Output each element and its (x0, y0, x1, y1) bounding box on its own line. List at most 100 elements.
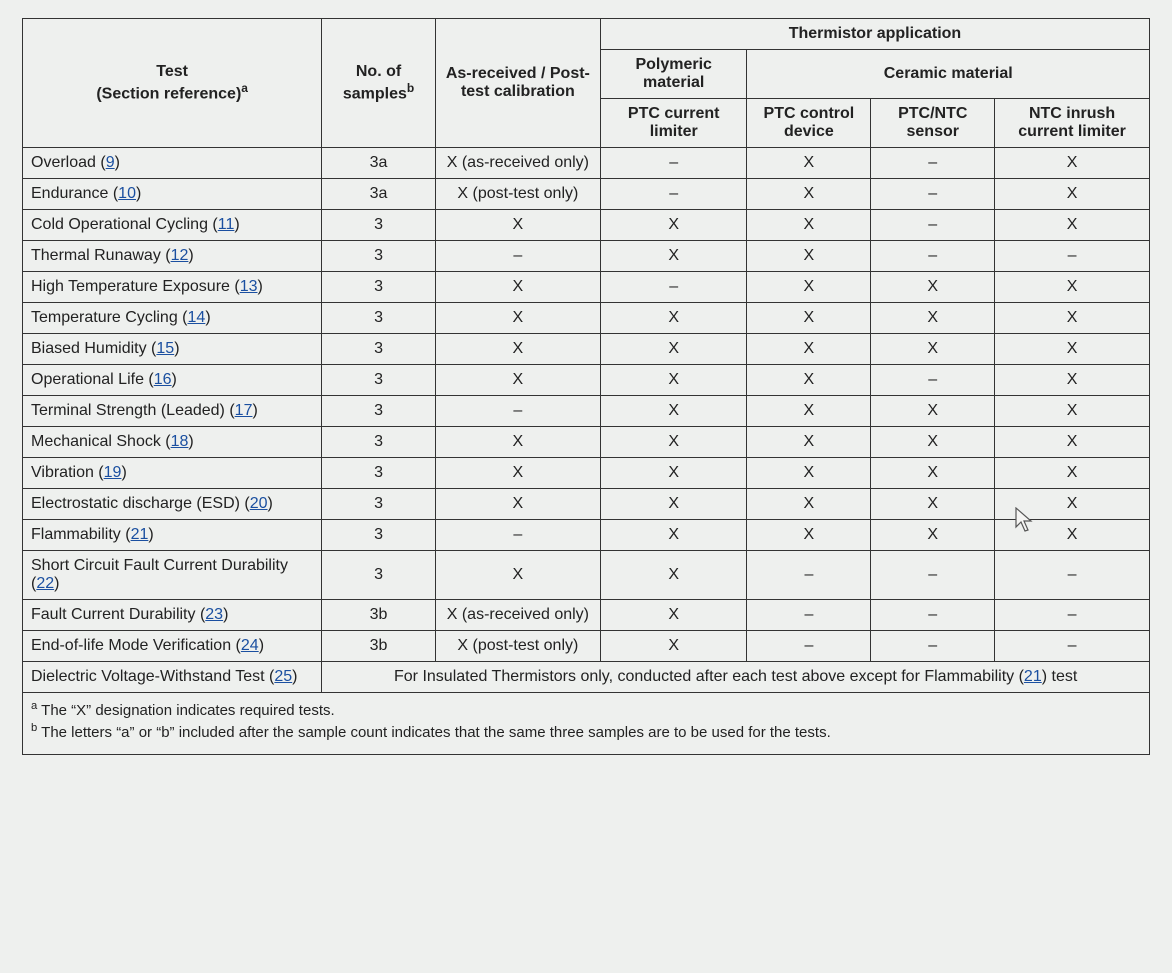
section-reference-link[interactable]: 16 (154, 371, 172, 388)
cell-samples: 3a (322, 148, 436, 179)
cell-app-col1: X (600, 210, 747, 241)
cell-calibration: X (post-test only) (435, 631, 600, 662)
cell-samples: 3 (322, 396, 436, 427)
cell-app-col1: X (600, 520, 747, 551)
cell-app-col3: X (871, 458, 995, 489)
cell-calibration: – (435, 396, 600, 427)
cell-app-col2: X (747, 210, 871, 241)
cell-calibration: X (435, 210, 600, 241)
cell-test-name: Terminal Strength (Leaded) (17) (23, 396, 322, 427)
cell-app-col3: – (871, 600, 995, 631)
section-reference-link[interactable]: 11 (218, 216, 235, 233)
section-reference-link[interactable]: 25 (274, 668, 292, 685)
thermistor-test-table: Test (Section reference)a No. of samples… (22, 18, 1150, 755)
cell-app-col1: – (600, 179, 747, 210)
header-samples-sub: samples (343, 85, 407, 102)
cell-calibration: X (435, 272, 600, 303)
cell-app-col4: – (995, 551, 1150, 600)
test-name: Vibration (31, 464, 94, 481)
test-name: Flammability (31, 526, 121, 543)
section-reference-link[interactable]: 20 (250, 495, 268, 512)
section-reference-link[interactable]: 23 (205, 606, 223, 623)
cell-app-col4: X (995, 210, 1150, 241)
cell-app-col2: X (747, 241, 871, 272)
test-name: End-of-life Mode Verification (31, 637, 231, 654)
table-row-footnotes: a The “X” designation indicates required… (23, 693, 1150, 755)
section-reference-link[interactable]: 12 (171, 247, 189, 264)
test-name: Overload (31, 154, 96, 171)
test-name: Operational Life (31, 371, 144, 388)
section-reference-link[interactable]: 17 (235, 402, 253, 419)
footnote-b: b The letters “a” or “b” included after … (31, 721, 1141, 743)
section-reference-link[interactable]: 10 (118, 185, 136, 202)
cell-test-name: Mechanical Shock (18) (23, 427, 322, 458)
cell-app-col1: X (600, 396, 747, 427)
header-test: Test (Section reference)a (23, 19, 322, 148)
cell-calibration: – (435, 241, 600, 272)
section-reference-link[interactable]: 9 (106, 154, 115, 171)
test-name: Biased Humidity (31, 340, 147, 357)
header-ptc-current-limiter: PTC current limiter (600, 99, 747, 148)
section-reference-link[interactable]: 18 (171, 433, 189, 450)
cell-app-col2: – (747, 631, 871, 662)
cell-app-col1: X (600, 551, 747, 600)
cell-app-col3: – (871, 631, 995, 662)
cell-calibration: X (435, 334, 600, 365)
table-row: Biased Humidity (15)3XXXXX (23, 334, 1150, 365)
cell-app-col2: X (747, 334, 871, 365)
header-test-sub: (Section reference) (96, 85, 241, 102)
test-name: High Temperature Exposure (31, 278, 230, 295)
header-sup-b: b (407, 81, 414, 95)
cell-calibration: X (435, 458, 600, 489)
cell-app-col2: X (747, 179, 871, 210)
section-reference-link[interactable]: 19 (104, 464, 122, 481)
cell-app-col2: X (747, 427, 871, 458)
table-row: Cold Operational Cycling (11)3XXX–X (23, 210, 1150, 241)
section-reference-link[interactable]: 21 (131, 526, 149, 543)
cell-app-col4: X (995, 489, 1150, 520)
table-row: High Temperature Exposure (13)3X–XXX (23, 272, 1150, 303)
cell-app-col3: – (871, 551, 995, 600)
cell-app-col3: X (871, 303, 995, 334)
cell-samples: 3 (322, 489, 436, 520)
cell-app-col1: X (600, 334, 747, 365)
table-row: Endurance (10)3aX (post-test only)–X–X (23, 179, 1150, 210)
table-row: Electrostatic discharge (ESD) (20)3XXXXX (23, 489, 1150, 520)
cell-dielectric-note: For Insulated Thermistors only, conducte… (322, 662, 1150, 693)
cell-app-col2: – (747, 551, 871, 600)
dielectric-text-prefix: For Insulated Thermistors only, conducte… (394, 668, 1024, 685)
cell-app-col4: X (995, 334, 1150, 365)
section-reference-link[interactable]: 15 (156, 340, 174, 357)
cell-app-col4: X (995, 148, 1150, 179)
cell-test-name: Vibration (19) (23, 458, 322, 489)
cell-app-col3: X (871, 272, 995, 303)
cell-calibration: X (435, 427, 600, 458)
cell-app-col3: – (871, 365, 995, 396)
cell-app-col3: – (871, 179, 995, 210)
section-reference-link[interactable]: 22 (36, 575, 54, 592)
section-reference-link[interactable]: 24 (241, 637, 259, 654)
section-reference-link[interactable]: 13 (240, 278, 258, 295)
cell-samples: 3 (322, 551, 436, 600)
cell-app-col3: X (871, 427, 995, 458)
cell-samples: 3 (322, 210, 436, 241)
header-samples: No. of samplesb (322, 19, 436, 148)
header-ptc-control-device: PTC control device (747, 99, 871, 148)
cell-samples: 3 (322, 427, 436, 458)
section-reference-link[interactable]: 21 (1024, 668, 1042, 685)
cell-app-col1: X (600, 458, 747, 489)
cell-app-col3: – (871, 241, 995, 272)
header-thermistor-application: Thermistor application (600, 19, 1149, 50)
cell-test-name: End-of-life Mode Verification (24) (23, 631, 322, 662)
cell-test-name: Biased Humidity (15) (23, 334, 322, 365)
test-name: Short Circuit Fault Current Durability (31, 557, 288, 574)
section-reference-link[interactable]: 14 (188, 309, 206, 326)
header-ntc-inrush: NTC inrush current limiter (995, 99, 1150, 148)
cell-samples: 3 (322, 241, 436, 272)
dielectric-text-suffix: ) test (1042, 668, 1078, 685)
header-test-label: Test (156, 63, 188, 80)
cell-test-name: Flammability (21) (23, 520, 322, 551)
cell-samples: 3 (322, 520, 436, 551)
cell-test-name: Thermal Runaway (12) (23, 241, 322, 272)
cell-app-col1: X (600, 303, 747, 334)
